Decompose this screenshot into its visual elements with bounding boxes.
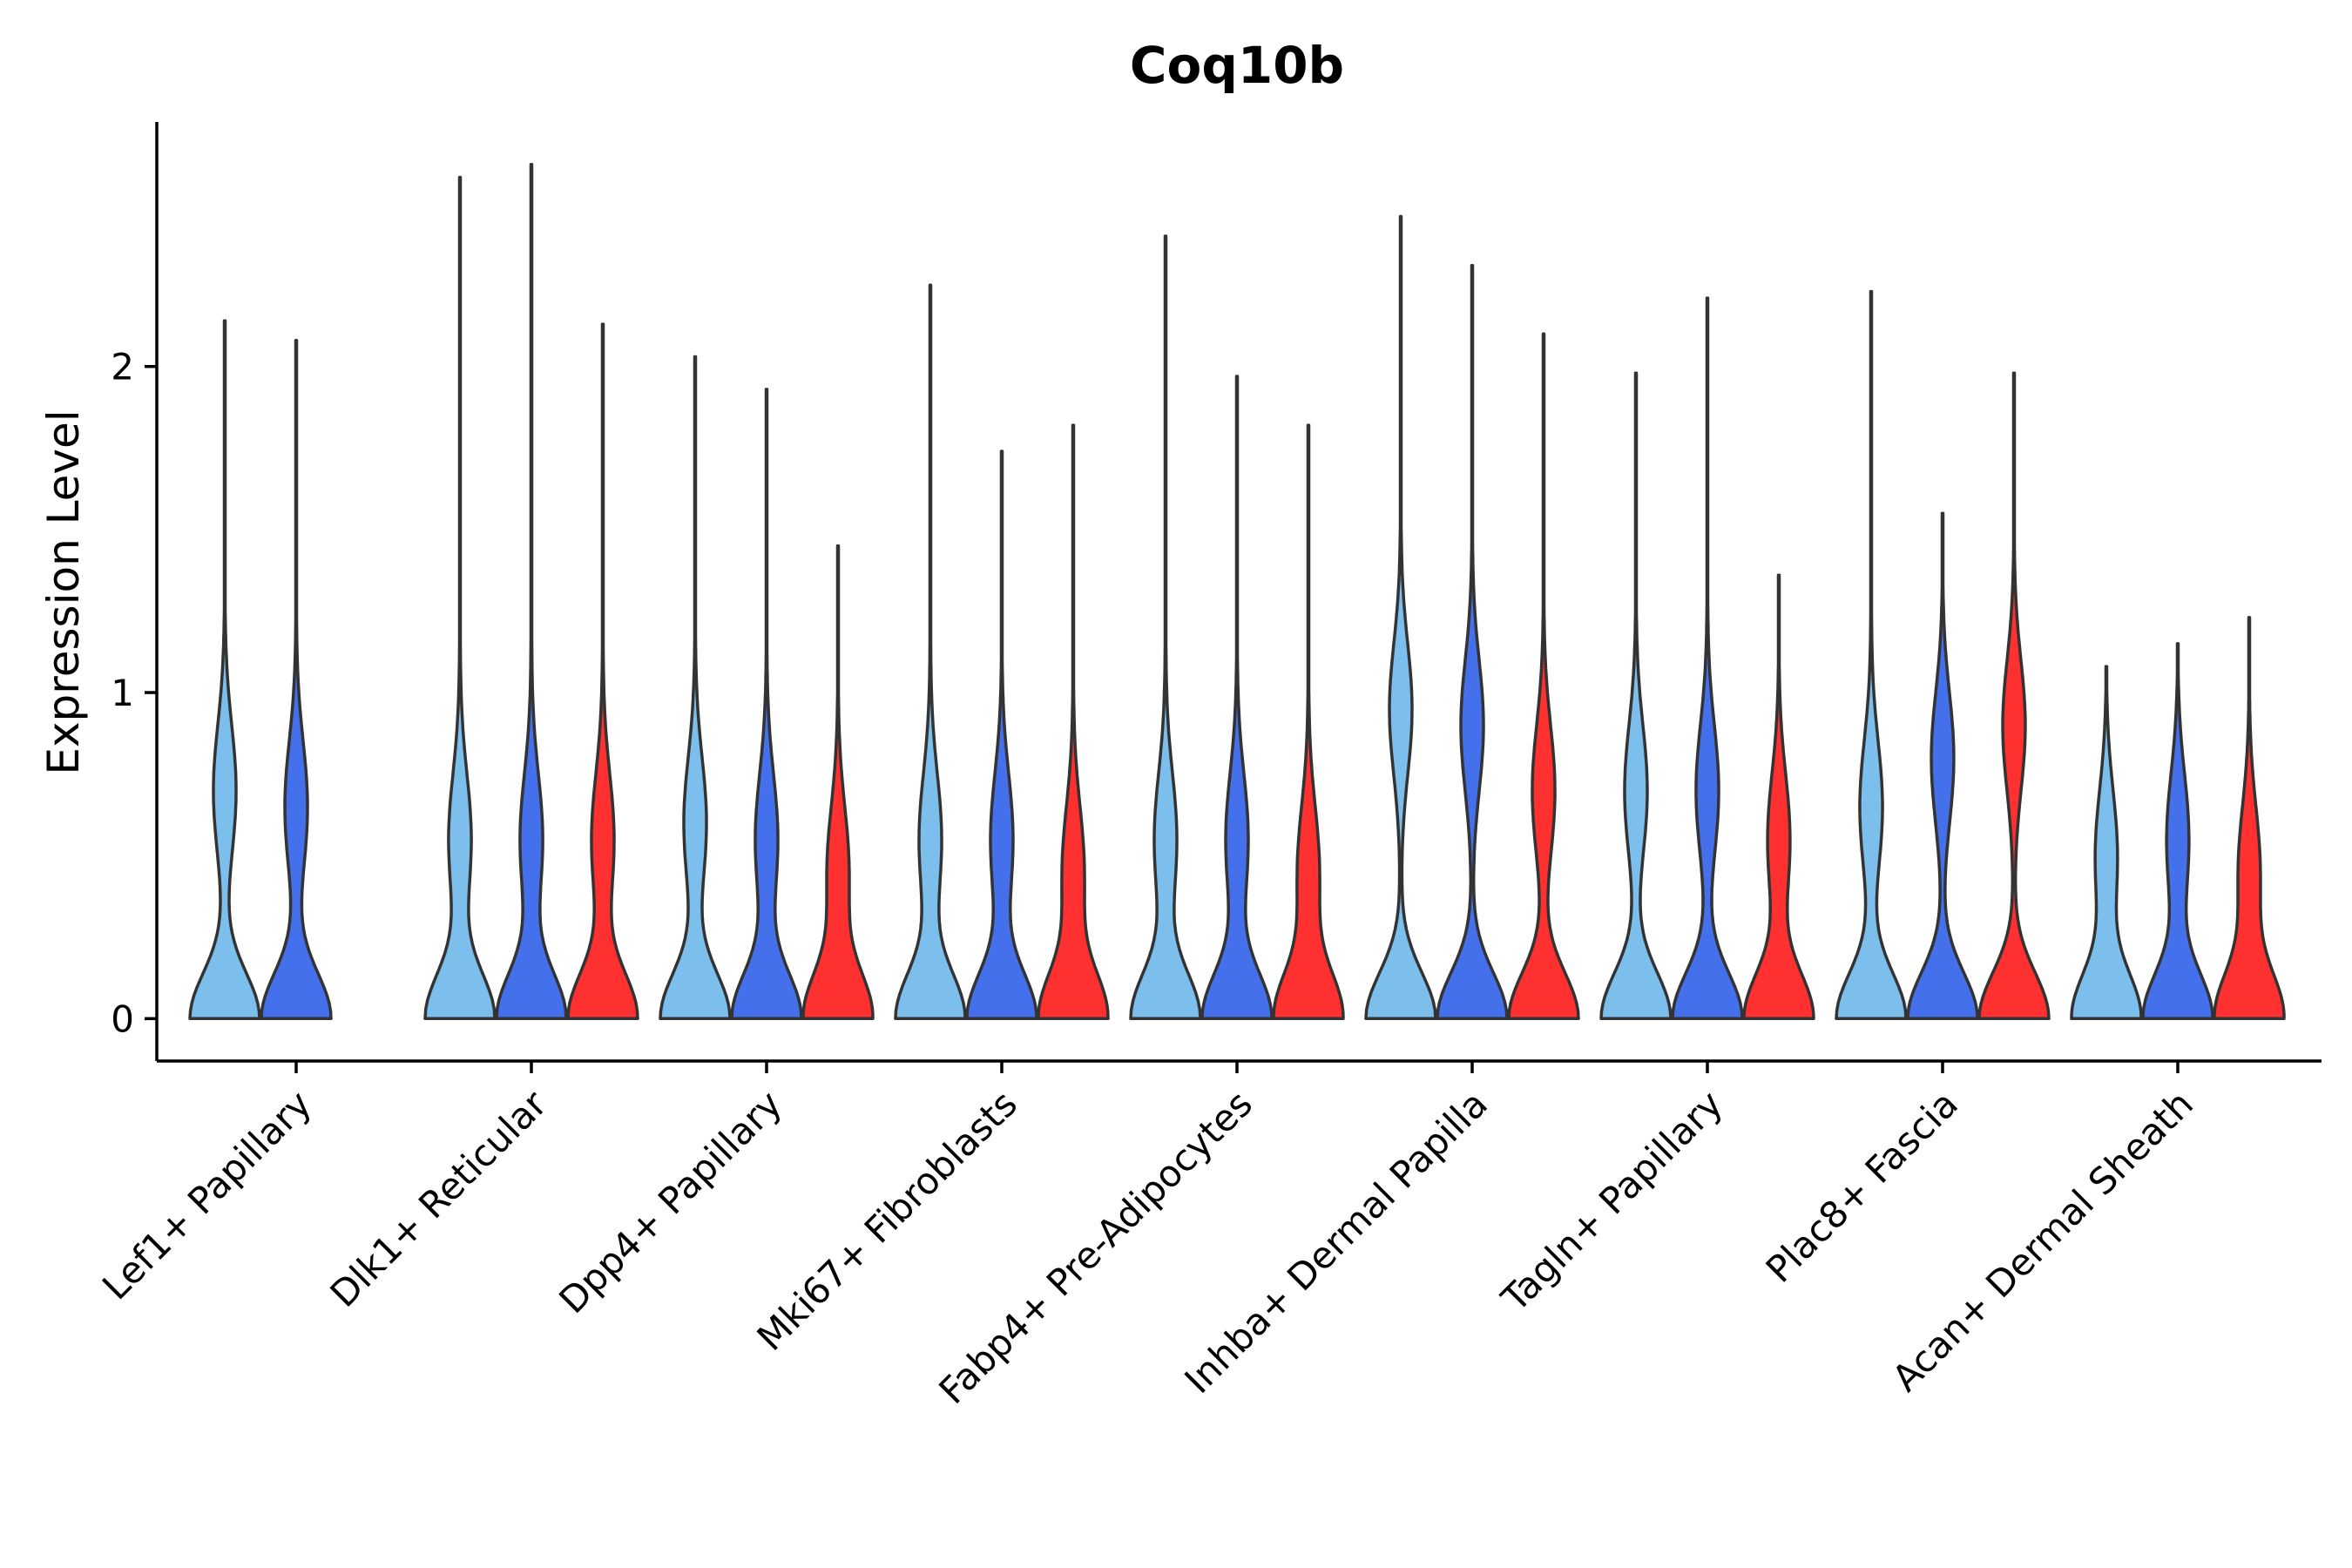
violin-3-9 bbox=[2213, 616, 2286, 1021]
violin-1-7 bbox=[1599, 371, 1673, 1021]
violin-2-3 bbox=[730, 388, 803, 1021]
violin-3-4 bbox=[1037, 423, 1110, 1021]
x-tick-label: Tagln+ Papillary bbox=[1493, 1082, 1731, 1320]
violin-2-6 bbox=[1436, 263, 1509, 1021]
violin-3-6 bbox=[1507, 332, 1580, 1021]
chart-title: Coq10b bbox=[1130, 36, 1344, 95]
x-tick-label: Plac8+ Fascia bbox=[1758, 1082, 1966, 1290]
violin-2-9 bbox=[2141, 642, 2214, 1021]
x-tick-label: Mki67+ Fibroblasts bbox=[749, 1082, 1025, 1358]
x-tick-label: Dpp4+ Papillary bbox=[551, 1082, 790, 1321]
y-tick-label: 2 bbox=[111, 346, 134, 389]
violin-3-2 bbox=[566, 322, 639, 1021]
violin-2-7 bbox=[1671, 296, 1744, 1021]
violin-1-1 bbox=[188, 319, 261, 1021]
violin-layer bbox=[188, 162, 2286, 1021]
y-axis-ticks: 0 1 2 bbox=[111, 346, 157, 1040]
violin-1-3 bbox=[659, 355, 732, 1021]
violin-3-5 bbox=[1272, 423, 1345, 1021]
violin-3-7 bbox=[1742, 573, 1815, 1021]
violin-3-8 bbox=[1977, 371, 2051, 1021]
y-tick-label: 0 bbox=[111, 997, 134, 1040]
violin-1-4 bbox=[894, 283, 967, 1021]
violin-2-4 bbox=[965, 449, 1038, 1021]
violin-2-5 bbox=[1200, 375, 1274, 1021]
violin-1-6 bbox=[1364, 214, 1437, 1021]
violin-1-5 bbox=[1129, 234, 1202, 1021]
violin-2-1 bbox=[260, 339, 333, 1021]
y-axis-label: Expression Level bbox=[38, 409, 89, 774]
violin-1-9 bbox=[2070, 665, 2143, 1021]
violin-1-8 bbox=[1835, 289, 1908, 1021]
x-tick-label: Lef1+ Papillary bbox=[94, 1082, 320, 1308]
x-tick-label: Dlk1+ Reticular bbox=[322, 1082, 556, 1315]
y-tick-label: 1 bbox=[111, 672, 134, 714]
violin-3-3 bbox=[801, 544, 875, 1021]
violin-1-2 bbox=[423, 175, 497, 1021]
violin-2-2 bbox=[495, 162, 568, 1021]
violin-2-8 bbox=[1906, 511, 1979, 1021]
